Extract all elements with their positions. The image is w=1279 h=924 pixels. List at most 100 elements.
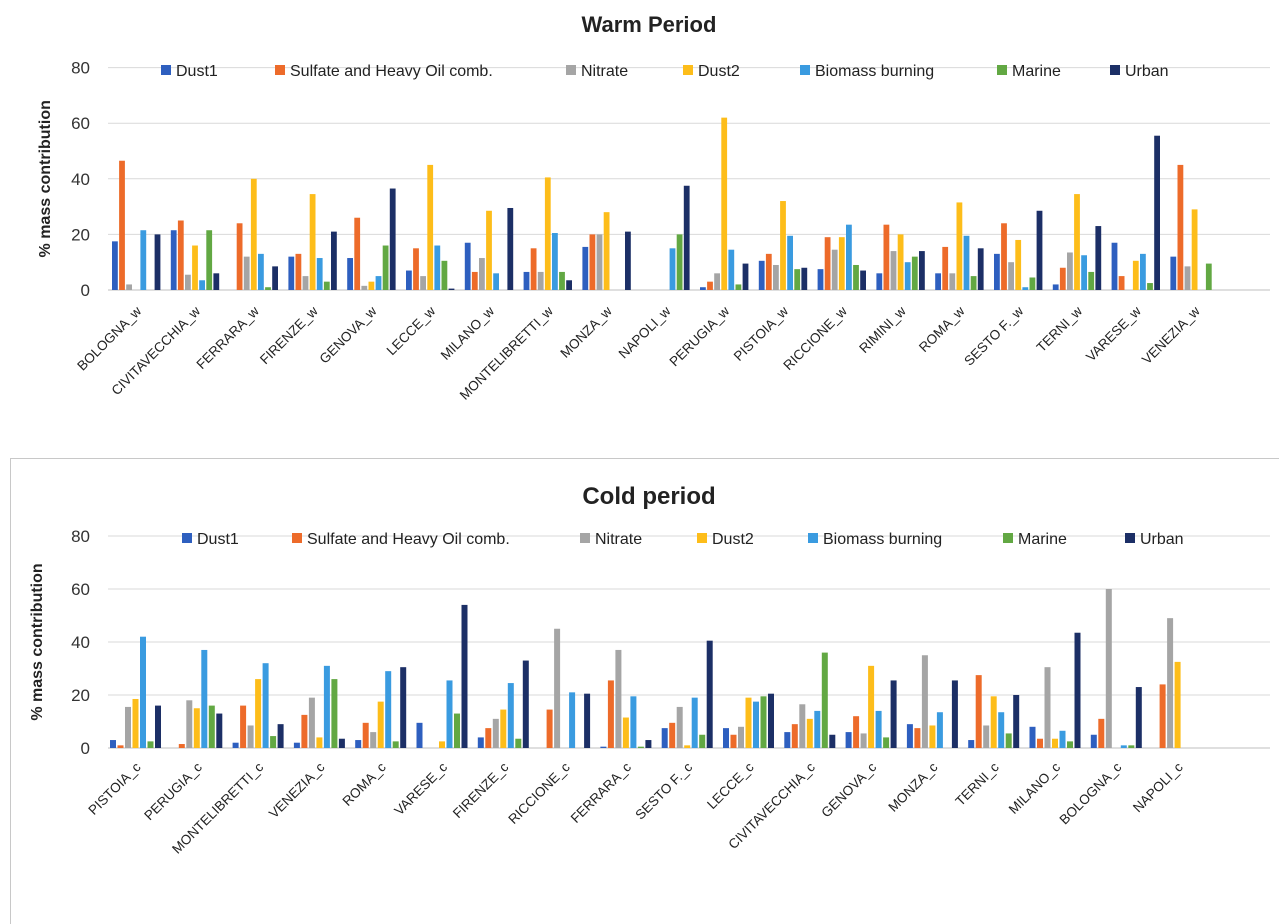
warm-bar (154, 234, 161, 290)
cold-bar (615, 649, 622, 748)
cold-legend-label: Dust1 (197, 531, 239, 548)
cold-bar (1159, 684, 1166, 748)
cold-y-tick-label: 60 (71, 580, 90, 599)
warm-bar (272, 266, 278, 290)
warm-category-label: VENEZIA_w (1139, 303, 1203, 367)
cold-category-label: PISTOIA_c (85, 759, 143, 817)
cold-y-tick-label: 0 (81, 739, 90, 758)
warm-bar (1191, 209, 1198, 290)
cold-bar (255, 679, 262, 748)
cold-category-label: NAPOLI_c (1130, 759, 1186, 815)
cold-bar (240, 705, 247, 748)
cold-bar (983, 725, 990, 748)
cold-bar (883, 737, 890, 748)
warm-y-axis-label: % mass contribution (37, 100, 54, 257)
cold-bar (622, 717, 629, 748)
warm-bar (347, 258, 353, 290)
warm-bar (192, 245, 198, 290)
warm-bar (831, 249, 838, 290)
cold-bar (186, 700, 193, 748)
warm-y-tick-label: 60 (71, 114, 90, 133)
warm-bar (1170, 256, 1177, 290)
warm-bar (721, 117, 728, 290)
warm-y-tick-label: 0 (81, 281, 90, 300)
warm-bar (1205, 263, 1212, 290)
cold-category-label: FIRENZE_c (450, 759, 512, 821)
warm-bar (728, 249, 735, 290)
cold-bar (745, 697, 752, 748)
cold-bar (730, 734, 737, 748)
cold-bar (362, 722, 369, 748)
warm-bar (780, 201, 786, 290)
cold-bar (975, 675, 982, 748)
cold-bar (921, 655, 928, 748)
cold-bar (1074, 632, 1081, 748)
cold-category-label: GENOVA_c (818, 759, 879, 820)
cold-bar (270, 736, 277, 748)
cold-bar (929, 725, 936, 748)
warm-bar (1118, 276, 1125, 290)
cold-bar (630, 696, 637, 748)
cold-bar (829, 734, 836, 748)
warm-category-label: RICCIONE_w (780, 303, 850, 373)
cold-category-label: MONZA_c (885, 759, 940, 814)
warm-bar (185, 274, 191, 290)
cold-y-tick-label: 80 (71, 527, 90, 546)
warm-bar (316, 258, 323, 290)
warm-bar (949, 273, 956, 290)
cold-legend-label: Urban (1140, 531, 1184, 548)
warm-legend-swatch (800, 65, 810, 75)
warm-bar (382, 245, 389, 290)
warm-bar (714, 273, 720, 290)
warm-bar (441, 260, 448, 290)
warm-bar (448, 288, 455, 290)
cold-bar (232, 742, 239, 748)
warm-bar (206, 230, 213, 290)
warm-bar (735, 284, 742, 290)
warm-legend-label: Sulfate and Heavy Oil comb. (290, 63, 493, 80)
warm-bar (765, 253, 772, 290)
warm-category-label: GENOVA_w (317, 303, 380, 366)
warm-bar (838, 237, 845, 290)
cold-bar (676, 706, 683, 748)
warm-category-label: PERUGIA_w (667, 303, 733, 369)
cold-bar (308, 697, 315, 748)
warm-bar (1088, 271, 1095, 290)
cold-bar (853, 716, 860, 748)
warm-bar (1140, 253, 1146, 290)
cold-bar (1167, 618, 1174, 748)
cold-legend-swatch (1003, 533, 1013, 543)
cold-legend-swatch (697, 533, 707, 543)
cold-legend-swatch (292, 533, 302, 543)
cold-bar (1105, 589, 1112, 748)
warm-bar (112, 241, 118, 290)
cold-y-axis-label: % mass contribution (29, 563, 46, 720)
cold-bar (147, 741, 154, 748)
cold-bar (845, 732, 852, 748)
warm-legend-label: Biomass burning (815, 63, 934, 80)
cold-bar (301, 714, 308, 748)
warm-category-label: SESTO F._w (961, 303, 1026, 368)
cold-bar (723, 728, 729, 748)
cold-bar (392, 741, 399, 748)
warm-bar (213, 273, 220, 290)
warm-bar (126, 284, 132, 290)
cold-bar (355, 740, 362, 748)
warm-chart-title: Warm Period (582, 12, 717, 37)
warm-bar (603, 212, 610, 290)
warm-bar (493, 273, 499, 290)
warm-bar (258, 253, 264, 290)
warm-legend-swatch (275, 65, 285, 75)
cold-bar (193, 708, 200, 748)
warm-bar (911, 256, 918, 290)
cold-bar (768, 693, 774, 748)
cold-bar (906, 724, 913, 748)
warm-bar (1184, 266, 1191, 290)
warm-bar (994, 253, 1000, 290)
warm-bar (1067, 252, 1073, 290)
warm-bar (1008, 262, 1014, 290)
warm-y-tick-label: 80 (71, 59, 90, 78)
warm-bar (1029, 277, 1036, 290)
cold-category-label: TERNI_c (952, 759, 1002, 809)
warm-bar (758, 260, 765, 290)
